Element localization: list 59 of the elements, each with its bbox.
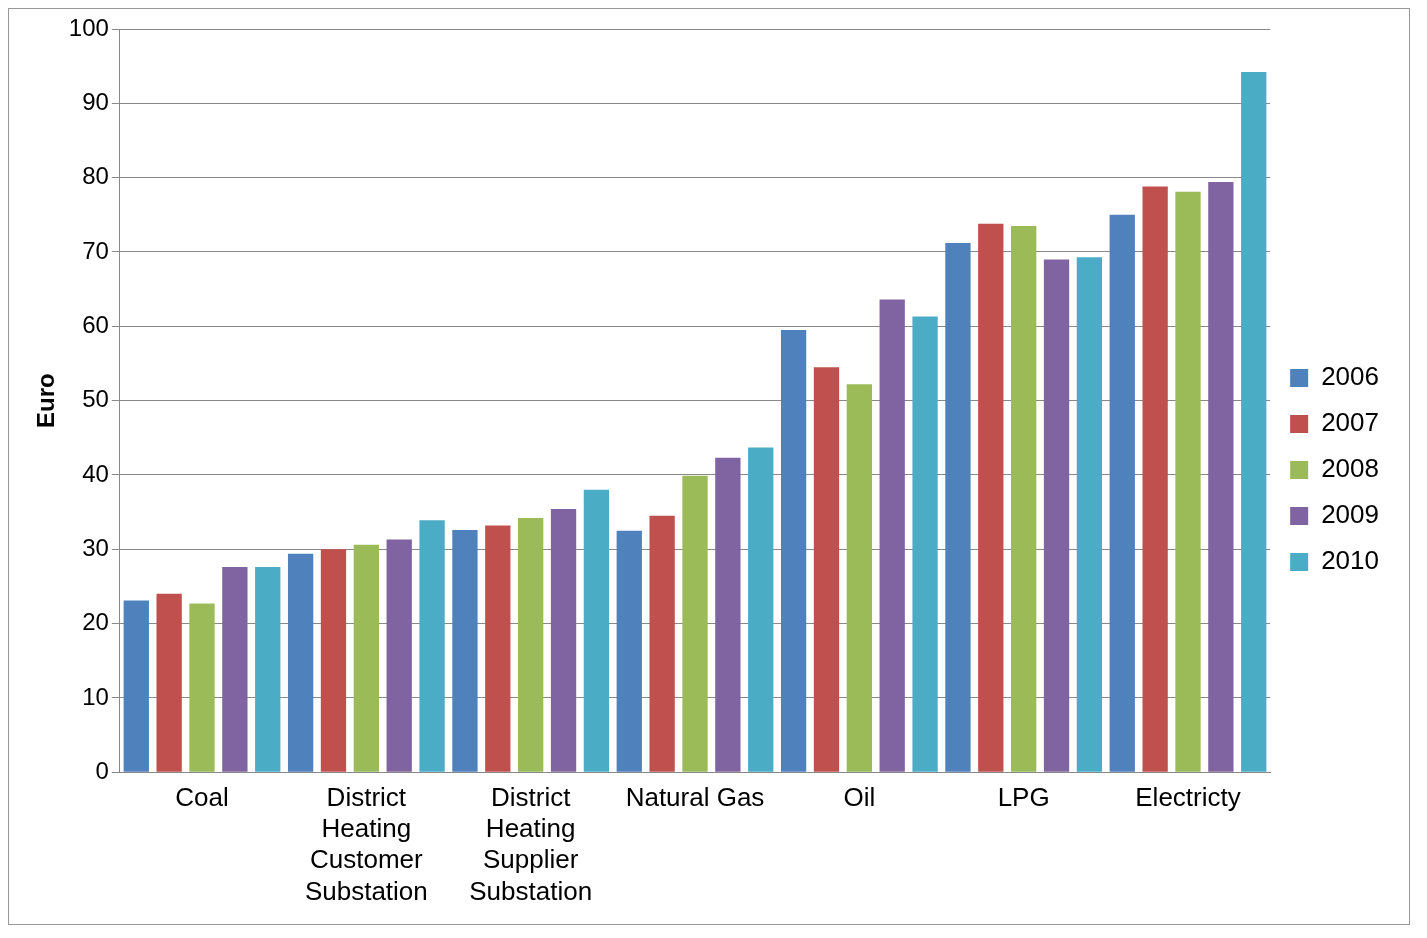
bar [320, 549, 347, 772]
legend-label: 2007 [1321, 407, 1379, 438]
bar [682, 475, 708, 772]
bar [485, 525, 511, 772]
x-tick-label: Coal [175, 781, 229, 812]
x-tick-label: Oil [843, 781, 876, 812]
bar [912, 316, 938, 772]
y-axis-title: Euro [32, 373, 60, 428]
y-tick-label: 0 [95, 756, 109, 784]
bar [945, 243, 971, 772]
x-tick-label: District Heating Customer Substation [304, 781, 428, 906]
bar [255, 567, 281, 772]
y-tick-label: 50 [82, 385, 109, 413]
bar [123, 600, 149, 772]
bar [1076, 257, 1103, 772]
bar [518, 518, 544, 772]
y-tick-label: 10 [82, 682, 109, 710]
bar [1208, 182, 1234, 772]
bar [978, 223, 1004, 772]
bar [780, 330, 807, 772]
x-tick-label: LPG [997, 781, 1050, 812]
bar [156, 593, 182, 772]
legend-label: 2008 [1321, 453, 1379, 484]
legend-label: 2006 [1321, 361, 1379, 392]
bar [1011, 225, 1037, 772]
bar [1175, 191, 1201, 772]
bar [649, 515, 675, 772]
y-tick-label: 90 [82, 87, 109, 115]
bar [1142, 186, 1168, 772]
y-tick-label: 40 [82, 459, 109, 487]
bar [583, 489, 610, 772]
bar [715, 457, 741, 772]
y-tick-label: 80 [82, 162, 109, 190]
bar [189, 603, 215, 772]
bar [386, 539, 412, 772]
legend-label: 2009 [1321, 499, 1379, 530]
bar [419, 520, 445, 772]
bar [550, 509, 577, 772]
bar [452, 529, 478, 772]
bar [287, 553, 314, 772]
bar [748, 447, 774, 772]
x-tick-label: District Heating Supplier Substation [469, 781, 593, 906]
y-tick-label: 20 [82, 608, 109, 636]
x-tick-label: Electricty [1135, 781, 1241, 812]
legend-label: 2010 [1321, 545, 1379, 576]
bar [1043, 259, 1070, 772]
bar [353, 544, 379, 772]
bar [846, 384, 872, 772]
y-tick-label: 100 [68, 13, 109, 41]
bar [1109, 214, 1135, 772]
bar [616, 530, 642, 772]
x-tick-label: Natural Gas [625, 781, 765, 812]
bar [879, 299, 905, 772]
y-tick-label: 30 [82, 533, 109, 561]
y-tick-label: 60 [82, 310, 109, 338]
bar [222, 567, 248, 772]
bar [1241, 72, 1267, 772]
y-tick-label: 70 [82, 236, 109, 264]
bar [813, 367, 840, 772]
